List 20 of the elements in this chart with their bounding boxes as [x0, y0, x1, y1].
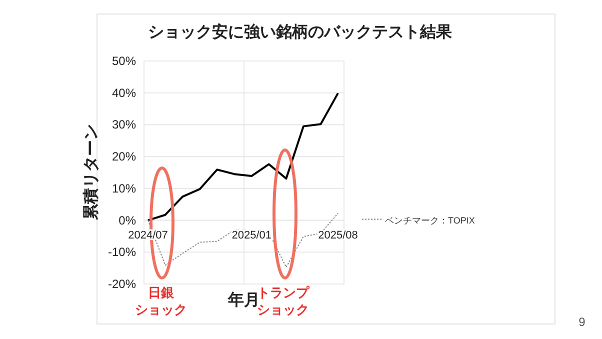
- y-tick-label: -10%: [108, 245, 136, 260]
- legend-label: ベンチマーク：TOPIX: [385, 215, 475, 226]
- text: ショック: [135, 302, 187, 317]
- y-axis-title: 累積リターン: [82, 124, 100, 221]
- line-series: [147, 92, 339, 222]
- text: 日銀: [148, 285, 175, 300]
- y-tick-label: 40%: [112, 86, 136, 100]
- text: トランプ: [257, 285, 310, 300]
- text: ショック: [257, 302, 309, 317]
- y-tick-label: 0%: [118, 213, 136, 228]
- y-tick-label: 20%: [112, 150, 136, 164]
- y-tick-label: -20%: [108, 277, 136, 291]
- x-axis-title: 年月: [227, 291, 260, 309]
- x-tick-label: 2025/01: [232, 229, 272, 242]
- text: 9: [578, 315, 586, 329]
- y-tick-label: 10%: [112, 181, 136, 196]
- chart-title: ショック安に強い銘柄のバックテスト結果: [148, 22, 453, 41]
- y-tick-label: 30%: [112, 118, 136, 132]
- x-tick-label: 2025/08: [318, 229, 358, 242]
- y-tick-label: 50%: [112, 54, 136, 68]
